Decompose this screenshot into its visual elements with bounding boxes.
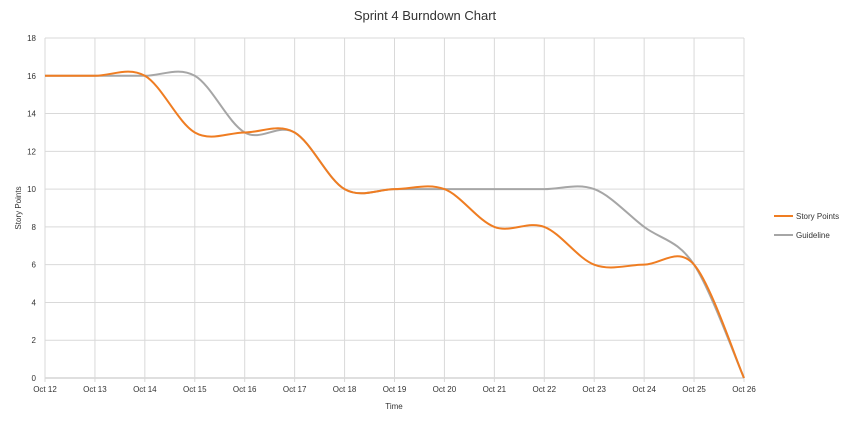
y-axis-ticks: 0 2 4 6 8 10 12 14 16 18	[27, 34, 36, 383]
x-tick-label: Oct 25	[682, 385, 706, 394]
x-tick-label: Oct 12	[33, 385, 57, 394]
series-line-story-points	[45, 70, 745, 379]
x-axis-label: Time	[385, 402, 403, 411]
y-tick-label: 0	[32, 374, 37, 383]
x-tick-label: Oct 14	[133, 385, 157, 394]
y-tick-label: 10	[27, 185, 36, 194]
x-tick-label: Oct 13	[83, 385, 107, 394]
legend: Story Points Guideline	[774, 212, 839, 240]
legend-label: Story Points	[796, 212, 839, 221]
legend-label: Guideline	[796, 231, 830, 240]
x-tick-label: Oct 22	[532, 385, 556, 394]
x-tick-label: Oct 16	[233, 385, 257, 394]
series-lines	[45, 70, 745, 379]
y-tick-label: 14	[27, 110, 36, 119]
y-tick-label: 2	[32, 336, 37, 345]
x-tick-label: Oct 24	[632, 385, 656, 394]
y-tick-label: 4	[32, 298, 37, 307]
x-axis-ticks: Oct 12 Oct 13 Oct 14 Oct 15 Oct 16 Oct 17 Oct …	[33, 385, 756, 394]
x-tick-label: Oct 20	[433, 385, 457, 394]
y-tick-label: 18	[27, 34, 36, 43]
x-tick-label: Oct 15	[183, 385, 207, 394]
chart-title: Sprint 4 Burndown Chart	[354, 8, 497, 23]
x-tick-label: Oct 18	[333, 385, 357, 394]
y-axis-label: Story Points	[14, 186, 23, 229]
x-tick-label: Oct 19	[383, 385, 407, 394]
x-tick-label: Oct 23	[582, 385, 606, 394]
x-tick-label: Oct 21	[483, 385, 507, 394]
x-tick-label: Oct 17	[283, 385, 307, 394]
y-tick-label: 12	[27, 147, 36, 156]
grid	[44, 37, 745, 382]
y-tick-label: 8	[32, 223, 37, 232]
y-tick-label: 16	[27, 72, 36, 81]
x-tick-label: Oct 26	[732, 385, 756, 394]
y-tick-label: 6	[32, 261, 37, 270]
